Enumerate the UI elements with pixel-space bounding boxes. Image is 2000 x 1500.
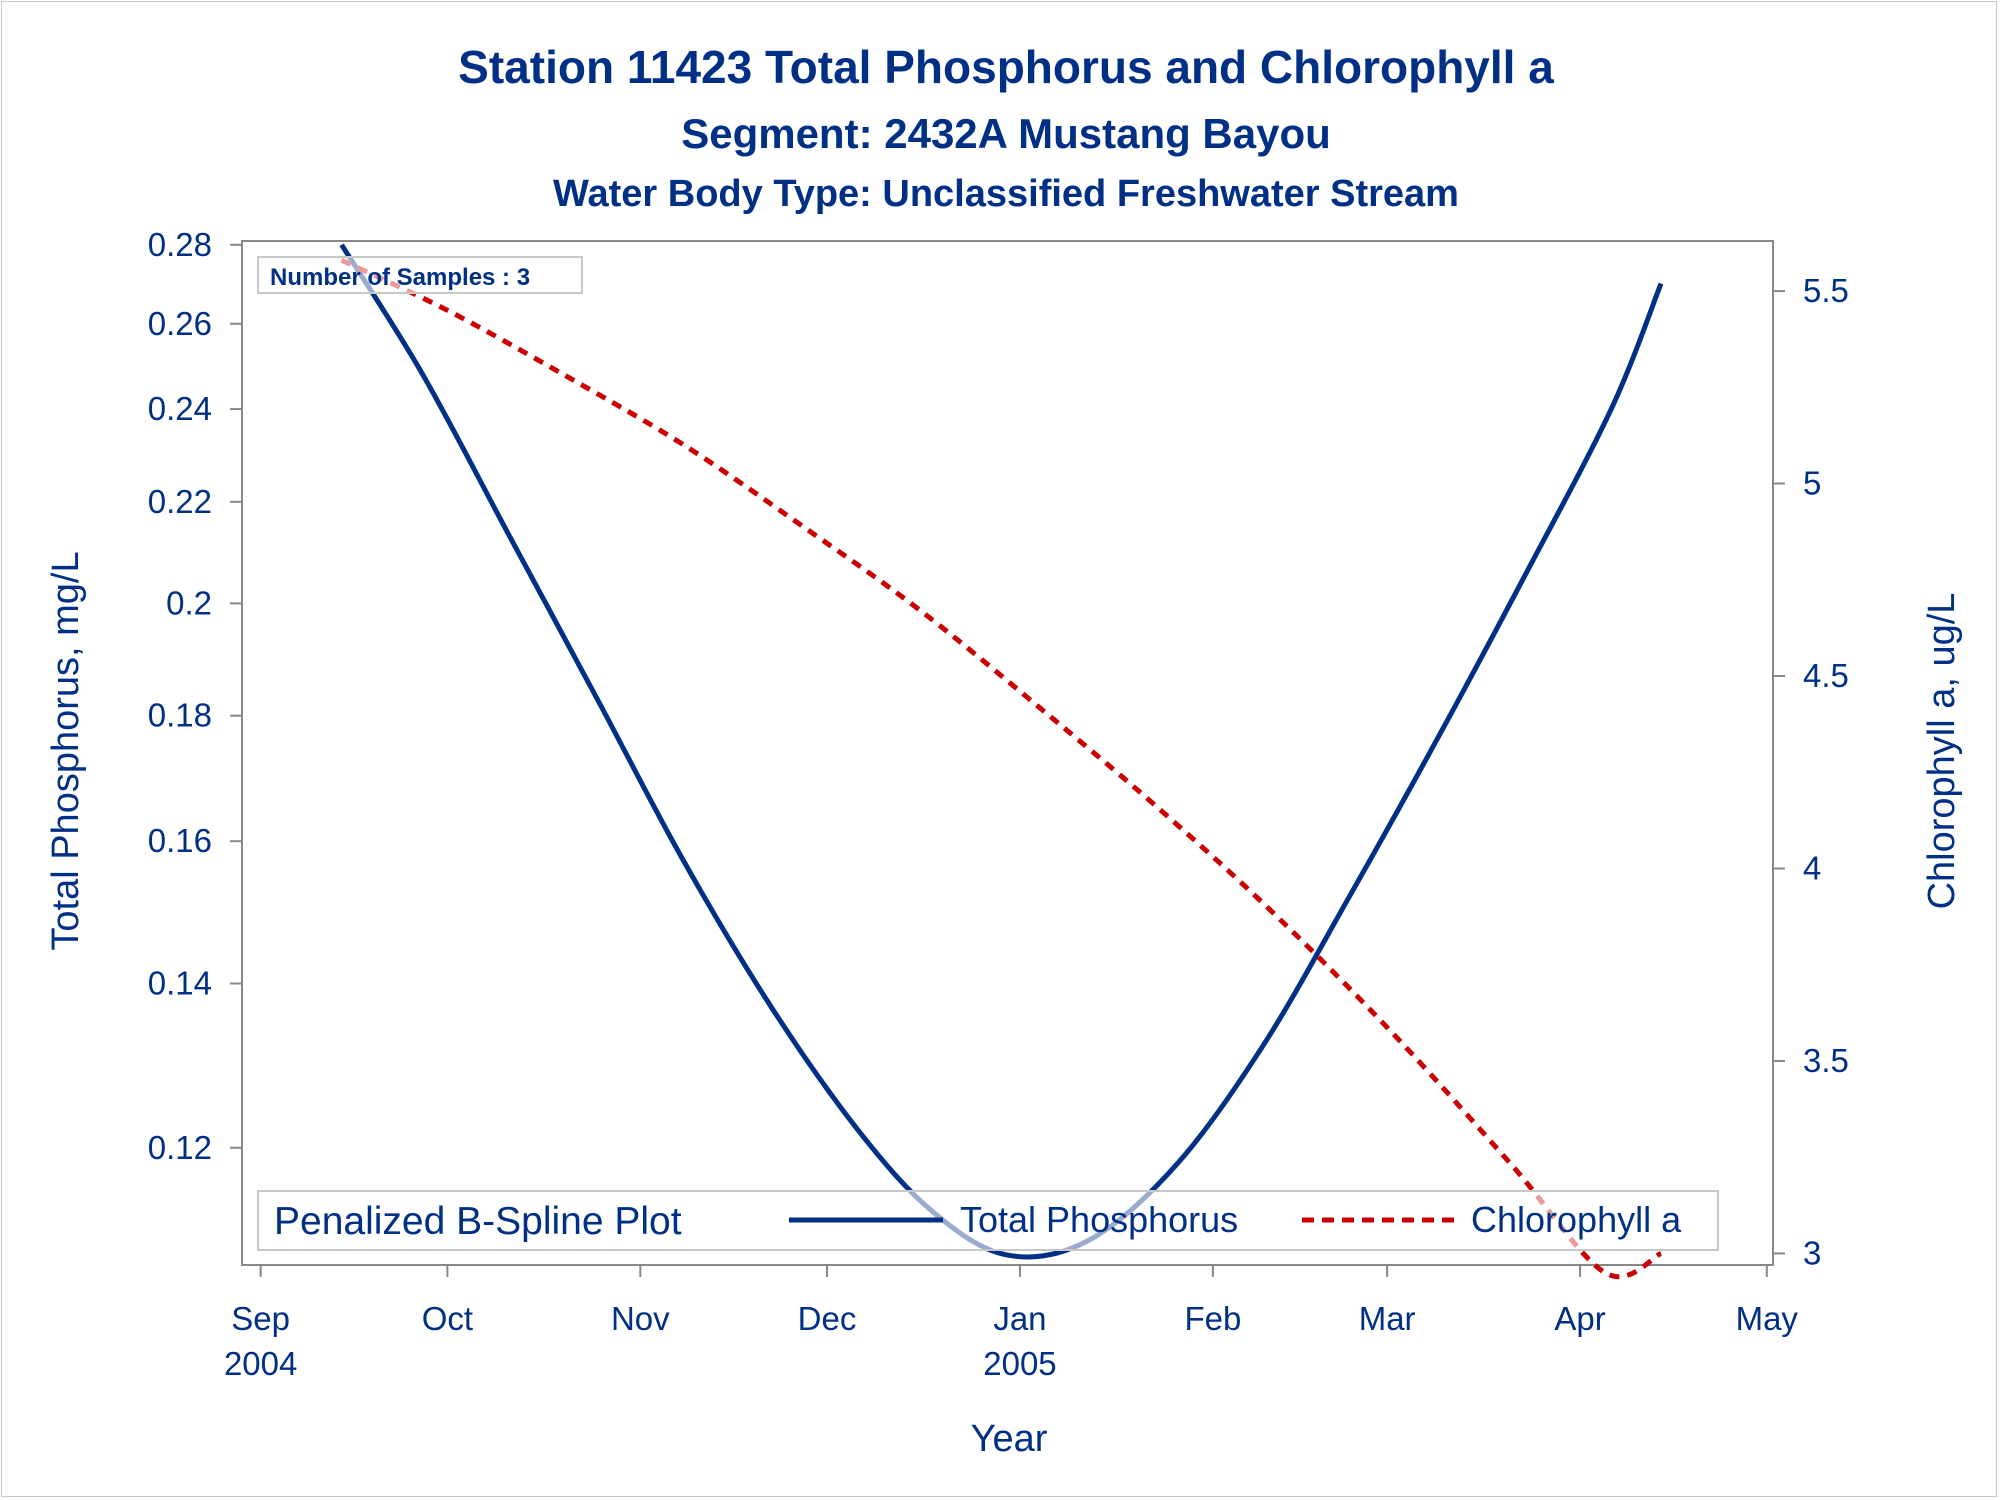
x-tick-label: Jan — [993, 1300, 1046, 1337]
y-left-tick-label: 0.22 — [148, 483, 212, 520]
legend-label-total-phosphorus: Total Phosphorus — [960, 1199, 1238, 1240]
y-left-tick-label: 0.24 — [148, 390, 212, 427]
y-right-tick-label: 3 — [1803, 1234, 1821, 1271]
x-tick-year-label: 2004 — [224, 1345, 297, 1382]
x-tick-label: Nov — [611, 1300, 670, 1337]
y-right-tick-label: 5 — [1803, 465, 1821, 502]
x-tick-label: May — [1736, 1300, 1799, 1337]
y-left-tick-label: 0.26 — [148, 305, 212, 342]
x-axis-label: Year — [971, 1418, 1048, 1460]
x-axis: Sep 2004 Oct Nov Dec Jan 2005 Feb Mar Apr May — [224, 1265, 1798, 1382]
y-axis-left: 0.28 0.26 0.24 0.22 0.2 0.18 0.16 0.14 0.12 — [148, 226, 242, 1166]
x-tick-label: Oct — [422, 1300, 473, 1337]
x-tick-label: Dec — [798, 1300, 857, 1337]
series-layer — [339, 243, 1664, 1280]
y-right-tick-label: 5.5 — [1803, 272, 1849, 309]
y-right-tick-label: 4.5 — [1803, 657, 1849, 694]
chart-title: Station 11423 Total Phosphorus and Chlor… — [458, 41, 1554, 93]
x-tick-label: Mar — [1359, 1300, 1416, 1337]
x-tick-label: Apr — [1554, 1300, 1605, 1337]
legend-title: Penalized B-Spline Plot — [274, 1200, 682, 1243]
y-right-tick-label: 4 — [1803, 849, 1821, 886]
y-left-tick-label: 0.16 — [148, 822, 212, 859]
x-tick-year-label: 2005 — [983, 1345, 1056, 1382]
annotation-box: Number of Samples : 3 — [257, 256, 583, 294]
series-line-chlorophyll-a — [340, 257, 1663, 1280]
y-axis-right-label: Chlorophyll a, ug/L — [1921, 593, 1963, 910]
y-left-tick-label: 0.14 — [148, 964, 212, 1001]
plot-area — [241, 240, 1774, 1266]
legend-label-chlorophyll-a: Chlorophyll a — [1471, 1199, 1682, 1240]
y-left-tick-label: 0.18 — [148, 697, 212, 734]
annotation-text: Number of Samples : 3 — [270, 264, 530, 291]
y-left-tick-label: 0.28 — [148, 226, 212, 263]
chart-subtitle-2: Water Body Type: Unclassified Freshwater… — [553, 173, 1459, 215]
y-left-tick-label: 0.12 — [148, 1129, 212, 1166]
x-tick-label: Feb — [1184, 1300, 1241, 1337]
x-tick-label: Sep — [231, 1300, 290, 1337]
y-left-tick-label: 0.2 — [166, 584, 212, 621]
y-axis-right: 5.5 5 4.5 4 3.5 3 — [1773, 272, 1849, 1271]
y-right-tick-label: 3.5 — [1803, 1042, 1849, 1079]
series-line-total-phosphorus — [339, 243, 1664, 1260]
y-axis-left-label: Total Phosphorus, mg/L — [45, 551, 87, 950]
legend: Penalized B-Spline Plot Total Phosphorus… — [257, 1190, 1719, 1251]
chart-subtitle: Segment: 2432A Mustang Bayou — [681, 110, 1331, 157]
